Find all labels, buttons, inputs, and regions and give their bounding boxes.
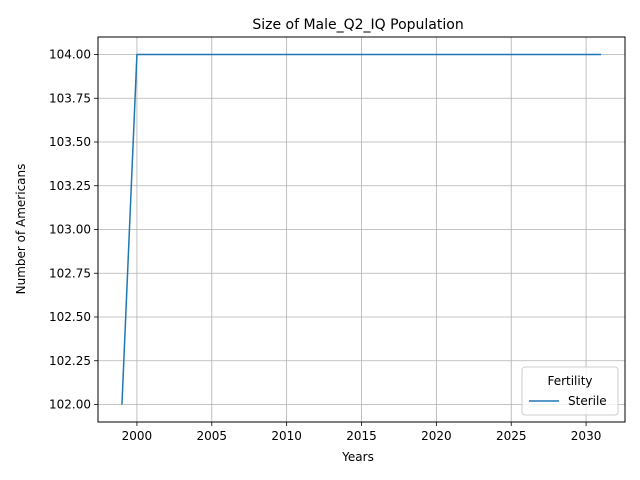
x-tick-label: 2005: [197, 429, 228, 443]
y-tick-label: 102.00: [49, 398, 91, 412]
x-tick-label: 2025: [496, 429, 527, 443]
y-tick-label: 103.75: [49, 91, 91, 105]
y-tick-label: 102.50: [49, 310, 91, 324]
y-tick-label: 103.00: [49, 223, 91, 237]
series-layer: [121, 53, 602, 405]
y-tick-label: 102.75: [49, 266, 91, 280]
grid-layer: [98, 37, 625, 422]
y-axis-ticks: 102.00 102.25 102.50 102.75 103.00 103.25 103.…: [49, 48, 98, 412]
y-tick-label: 104.00: [49, 48, 91, 62]
series-line-sterile: [121, 53, 602, 405]
y-tick-label: 102.25: [49, 354, 91, 368]
x-axis-title: Years: [341, 450, 374, 464]
legend: Fertility Sterile: [521, 366, 619, 416]
x-tick-label: 2030: [571, 429, 602, 443]
legend-title: Fertility: [547, 374, 592, 388]
legend-box: [521, 366, 619, 416]
legend-label-sterile: Sterile: [568, 394, 607, 408]
chart-title: Size of Male_Q2_IQ Population: [252, 17, 463, 33]
y-axis-title: Number of Americans: [14, 164, 28, 295]
x-tick-label: 2015: [346, 429, 377, 443]
x-tick-label: 2000: [122, 429, 153, 443]
x-tick-label: 2010: [271, 429, 302, 443]
x-tick-label: 2020: [421, 429, 452, 443]
y-tick-label: 103.50: [49, 135, 91, 149]
x-axis-ticks: 2000 2005 2010 2015 2020 2025 2030: [122, 422, 602, 443]
y-tick-label: 103.25: [49, 179, 91, 193]
